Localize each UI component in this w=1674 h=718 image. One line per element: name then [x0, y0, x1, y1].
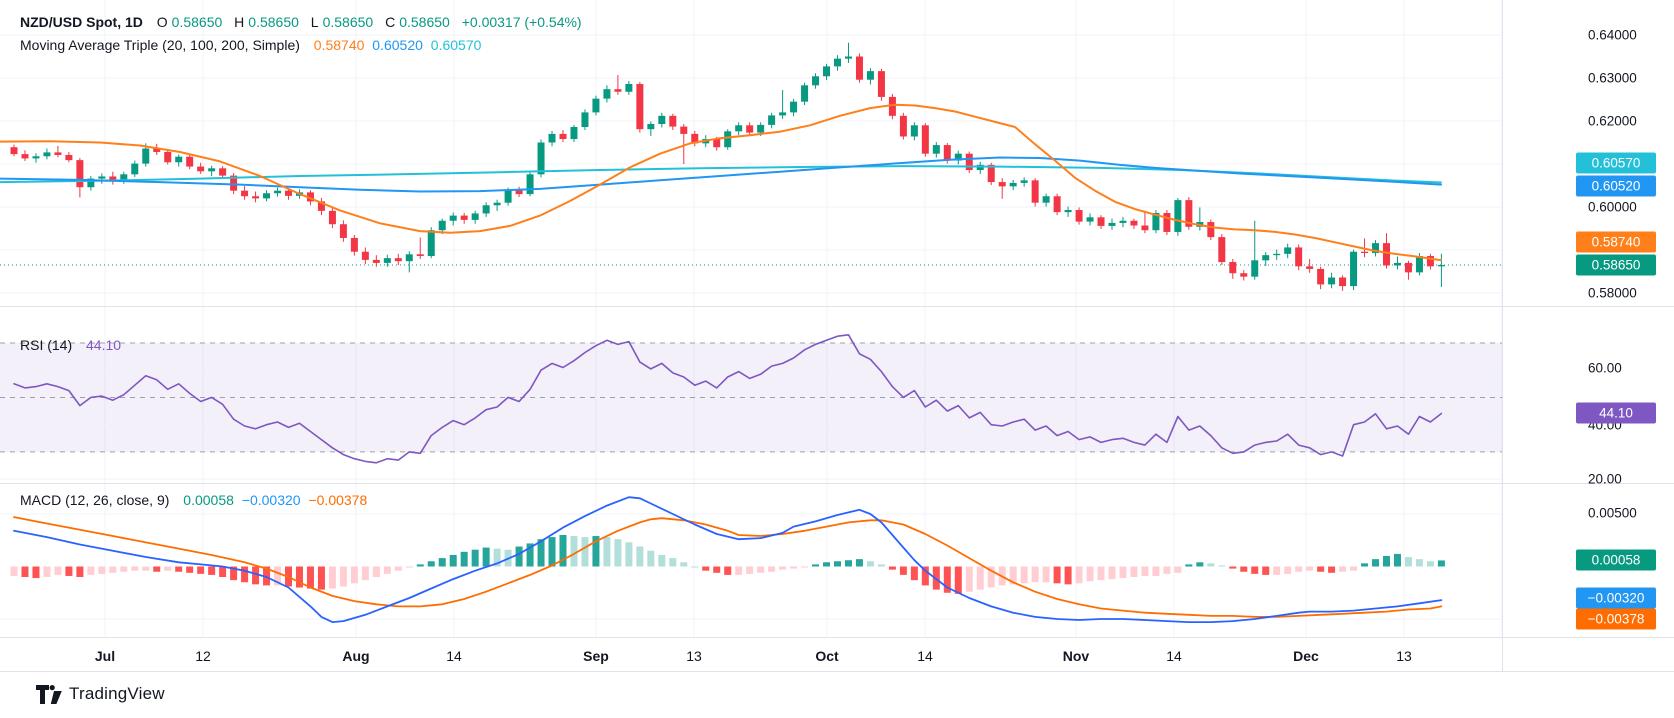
time-axis-day-label: 12: [195, 648, 211, 664]
time-axis-day-label: 14: [917, 648, 933, 664]
ma-indicator-title: Moving Average Triple (20, 100, 200, Sim…: [20, 37, 300, 53]
ma20-value: 0.58740: [313, 37, 365, 53]
tradingview-wordmark: TradingView: [69, 684, 165, 703]
macd-line-value: −0.00320: [241, 492, 301, 508]
macd-title: MACD (12, 26, close, 9): [20, 492, 170, 508]
ma100-badge: 0.60520: [1576, 175, 1656, 197]
macd-legend[interactable]: MACD (12, 26, close, 9) 0.00058 −0.00320…: [20, 492, 371, 508]
rsi-value-badge: 44.10: [1576, 402, 1656, 424]
ma100-value: 0.60520: [372, 37, 423, 53]
price-axis-tick: 0.63000: [1588, 70, 1637, 86]
time-axis-month-label: Sep: [583, 648, 609, 664]
time-axis-month-label: Nov: [1062, 648, 1090, 664]
price-legend-row1[interactable]: NZD/USD Spot, 1D O 0.58650 H 0.58650 L 0.58…: [20, 14, 586, 30]
time-axis-day-label: 13: [686, 648, 702, 664]
macd-signal-badge: −0.00378: [1576, 608, 1656, 630]
symbol-title: NZD/USD Spot, 1D: [20, 14, 143, 30]
ma200-badge: 0.60570: [1576, 152, 1656, 174]
time-axis-month-label: Jul: [94, 648, 116, 664]
macd-signal-value: −0.00378: [308, 492, 368, 508]
last-price-badge: 0.58650: [1576, 254, 1656, 276]
ohlc-low: L 0.58650: [310, 14, 374, 30]
tradingview-logo-icon: [36, 684, 62, 704]
price-axis-tick: 0.64000: [1588, 27, 1637, 43]
macd-hist-value: 0.00058: [183, 492, 234, 508]
rsi-axis-tick: 20.00: [1588, 471, 1622, 487]
rsi-axis-tick: 60.00: [1588, 360, 1622, 376]
ma20-badge: 0.58740: [1576, 231, 1656, 253]
ma200-value: 0.60570: [430, 37, 482, 53]
rsi-title: RSI (14): [20, 337, 73, 353]
tradingview-watermark[interactable]: TradingView: [36, 684, 165, 704]
price-axis-tick: 0.60000: [1588, 199, 1637, 215]
price-axis-tick: 0.58000: [1588, 285, 1637, 301]
rsi-legend[interactable]: RSI (14) 44.10: [20, 337, 125, 353]
time-axis-month-label: Dec: [1293, 648, 1319, 664]
price-axis-tick: 0.62000: [1588, 113, 1637, 129]
macd-axis-tick: 0.00500: [1588, 505, 1637, 521]
price-change: +0.00317 (+0.54%): [461, 14, 582, 30]
rsi-value: 44.10: [86, 337, 122, 353]
ohlc-open: O 0.58650: [156, 14, 223, 30]
ohlc-close: C 0.58650: [385, 14, 450, 30]
time-axis-day-label: 13: [1396, 648, 1412, 664]
chart-canvas[interactable]: [0, 0, 1674, 672]
ohlc-high: H 0.58650: [234, 14, 299, 30]
macd-hist-badge: 0.00058: [1576, 549, 1656, 571]
time-axis-day-label: 14: [1166, 648, 1182, 664]
macd-line-badge: −0.00320: [1576, 587, 1656, 609]
time-axis-day-label: 14: [446, 648, 462, 664]
time-axis-month-label: Oct: [815, 648, 839, 664]
time-axis-month-label: Aug: [342, 648, 370, 664]
price-legend-row2[interactable]: Moving Average Triple (20, 100, 200, Sim…: [20, 37, 485, 53]
